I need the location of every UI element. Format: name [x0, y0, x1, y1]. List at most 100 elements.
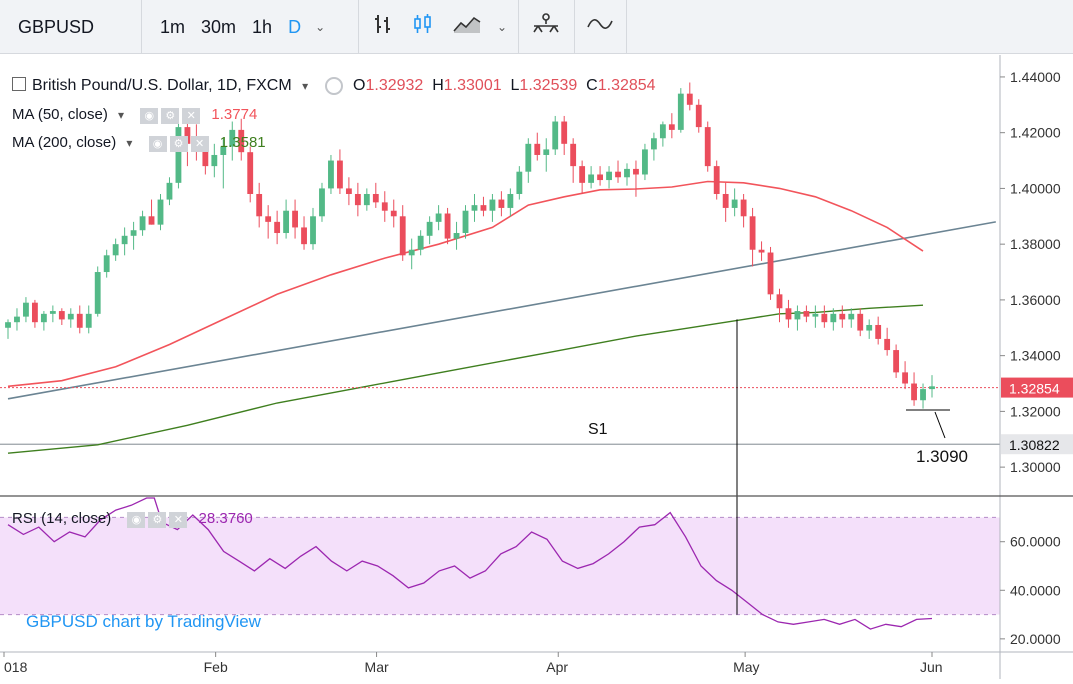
candle-body — [543, 149, 550, 155]
collapse-legend-icon[interactable] — [12, 77, 26, 91]
indicators-group — [518, 0, 575, 54]
candle-body — [507, 193, 514, 208]
candle-body — [247, 152, 254, 194]
interval-dropdown-chevron-icon[interactable]: ⌄ — [315, 20, 326, 34]
candle-body — [498, 199, 505, 208]
ma200-legend: MA (200, close) ▾ ◉ ⚙ ✕ 1.3581 — [12, 134, 266, 152]
price-tick-label: 1.36000 — [1010, 292, 1061, 308]
candle-body — [301, 227, 307, 245]
candle-body — [166, 182, 173, 200]
candle-body — [121, 235, 128, 245]
ma50-eye-icon[interactable]: ◉ — [140, 107, 159, 124]
candle-body — [274, 221, 281, 234]
rsi-tick-label: 20.0000 — [1010, 631, 1061, 647]
candle-body — [902, 372, 909, 384]
candle-body — [740, 199, 747, 217]
ma200-eye-icon[interactable]: ◉ — [148, 135, 167, 152]
candle-body — [381, 202, 388, 211]
indicators-icon[interactable] — [530, 12, 562, 42]
candle-body — [40, 313, 47, 323]
candle-body — [345, 188, 352, 194]
ma200-line — [7, 304, 924, 454]
top-toolbar: GBPUSD 1m 30m 1h D ⌄ ⌄ — [0, 0, 1073, 54]
chart-area[interactable]: S1 1.3090 1.44000 1.42000 1.40000 1.38000 1.3… — [0, 55, 1073, 679]
open-label: O — [353, 77, 366, 95]
candle-body — [722, 193, 729, 208]
rsi-tick-label: 40.0000 — [1010, 582, 1061, 598]
interval-1h-button[interactable]: 1h — [252, 16, 273, 37]
symbol-title: British Pound/U.S. Dollar, 1D, FXCM — [32, 77, 292, 95]
price-chart[interactable]: S1 1.3090 1.44000 1.42000 1.40000 1.38000 1.3… — [0, 55, 1073, 679]
candle-body — [328, 160, 334, 189]
candle-body — [67, 313, 74, 320]
rsi-settings-icon[interactable]: ⚙ — [148, 511, 167, 528]
candle-body — [803, 311, 810, 317]
candle-body — [426, 221, 433, 236]
close-label: C — [586, 77, 598, 95]
interval-30m-button[interactable]: 30m — [201, 16, 237, 37]
candle-body — [731, 199, 738, 208]
chart-style-group: ⌄ — [358, 0, 519, 54]
wave-icon[interactable] — [586, 14, 614, 40]
symbol-selector[interactable]: GBPUSD — [0, 0, 142, 54]
tradingview-watermark[interactable]: GBPUSD chart by TradingView — [26, 612, 261, 631]
time-tick-label: 018 — [4, 659, 28, 675]
ma200-value: 1.3581 — [219, 134, 266, 151]
ma50-value: 1.3774 — [211, 106, 258, 123]
eye-icon[interactable] — [324, 77, 343, 95]
candle-body — [713, 166, 720, 194]
candle-body — [561, 121, 568, 144]
candle-body — [417, 235, 424, 250]
candle-body — [920, 389, 926, 401]
candle-body — [857, 313, 864, 331]
interval-group: 1m 30m 1h D ⌄ — [142, 0, 359, 54]
candles-style-icon[interactable] — [412, 13, 434, 41]
candle-body — [866, 324, 873, 331]
candle-body — [525, 143, 532, 172]
ma50-chevron-icon[interactable]: ▾ — [118, 108, 125, 122]
candle-body — [695, 104, 702, 128]
last-price-label: 1.32854 — [1009, 381, 1060, 397]
candle-body — [624, 168, 630, 178]
candle-body — [597, 174, 603, 181]
area-style-icon[interactable] — [452, 13, 482, 41]
ma200-close-icon[interactable]: ✕ — [190, 135, 209, 152]
price-tick-label: 1.42000 — [1010, 125, 1061, 141]
ma50-close-icon[interactable]: ✕ — [182, 107, 201, 124]
candle-body — [767, 252, 774, 295]
candle-body — [58, 311, 65, 320]
price-tick-label: 1.44000 — [1010, 69, 1061, 85]
candle-body — [794, 311, 801, 320]
candle-body — [238, 129, 245, 153]
ma200-chevron-icon[interactable]: ▾ — [126, 136, 133, 150]
ma200-settings-icon[interactable]: ⚙ — [169, 135, 188, 152]
candle-body — [372, 193, 379, 203]
candle-body — [444, 213, 451, 239]
time-tick-label: May — [733, 659, 759, 675]
candle-body — [148, 216, 155, 225]
candle-body — [489, 199, 496, 211]
candle-body — [677, 93, 684, 130]
open-value: 1.32932 — [365, 77, 424, 95]
rsi-eye-icon[interactable]: ◉ — [127, 511, 146, 528]
candle-body — [929, 386, 935, 390]
time-tick-label: Jun — [920, 659, 943, 675]
candle-body — [749, 216, 756, 250]
candle-body — [265, 216, 272, 222]
interval-d-button[interactable]: D — [288, 16, 302, 37]
candle-body — [220, 146, 227, 155]
candle-body — [633, 168, 639, 175]
ma50-line — [7, 180, 924, 388]
rsi-close-icon[interactable]: ✕ — [169, 511, 188, 528]
interval-1m-button[interactable]: 1m — [160, 16, 186, 37]
chart-style-chevron-icon[interactable]: ⌄ — [497, 20, 508, 34]
bars-style-icon[interactable] — [372, 13, 394, 41]
candle-body — [552, 121, 559, 150]
candle-body — [642, 149, 648, 175]
candle-body — [310, 216, 316, 245]
price-tick-label: 1.40000 — [1010, 180, 1061, 196]
ma50-settings-icon[interactable]: ⚙ — [161, 107, 180, 124]
title-chevron-icon[interactable]: ▾ — [302, 79, 309, 94]
ma50-label: MA (50, close) — [12, 106, 108, 123]
candle-body — [399, 216, 406, 256]
